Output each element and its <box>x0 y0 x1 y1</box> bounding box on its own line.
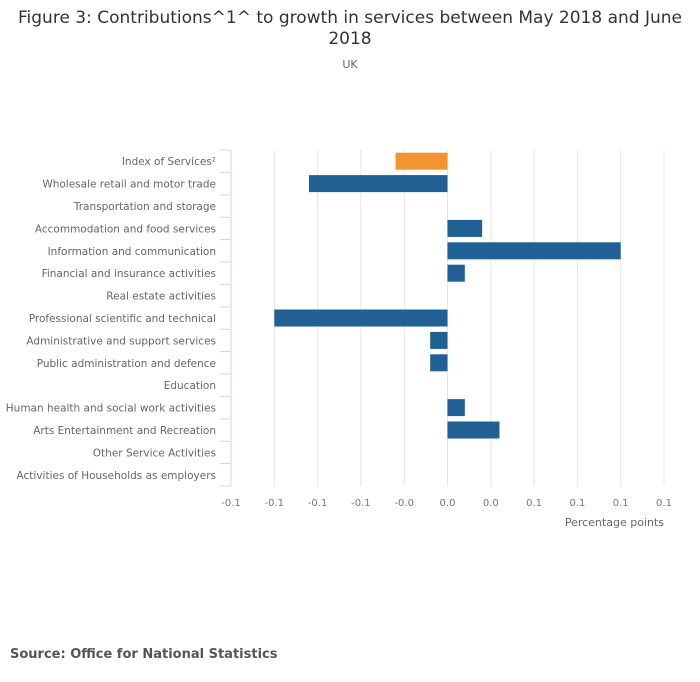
category-label: Accommodation and food services <box>35 223 216 235</box>
x-tick-label: 0.1 <box>613 498 629 509</box>
x-tick-label: -0.1 <box>351 498 371 509</box>
bar <box>274 309 448 327</box>
chart-title: Figure 3: Contributions^1^ to growth in … <box>18 8 682 49</box>
category-label: Professional scientific and technical <box>29 313 216 325</box>
category-label: Public administration and defence <box>37 358 216 370</box>
chart-subtitle: UK <box>342 58 358 71</box>
source-note: Source: Office for National Statistics <box>10 647 278 662</box>
category-label: Activities of Households as employers <box>17 470 216 482</box>
x-tick-label: 0.1 <box>656 498 672 509</box>
x-tick-label: 0.1 <box>569 498 585 509</box>
x-tick-label: 0.1 <box>526 498 542 509</box>
bar <box>447 242 621 260</box>
category-label: Information and communication <box>48 246 216 258</box>
category-label: Education <box>164 380 216 392</box>
category-label: Arts Entertainment and Recreation <box>33 425 216 437</box>
bar <box>308 175 448 193</box>
bar <box>447 421 500 439</box>
bar <box>447 264 465 282</box>
x-tick-label: -0.1 <box>265 498 285 509</box>
category-label: Financial and insurance activities <box>42 268 216 280</box>
x-tick-label: 0.0 <box>483 498 499 509</box>
x-tick-label: -0.0 <box>394 498 414 509</box>
x-axis-label: Percentage points <box>565 516 664 529</box>
bar <box>430 354 448 372</box>
bar <box>430 331 448 349</box>
x-tick-label: -0.1 <box>221 498 241 509</box>
category-label: Administrative and support services <box>26 335 216 347</box>
category-label: Index of Services² <box>122 156 216 168</box>
x-tick-label: 0.0 <box>440 498 456 509</box>
category-label: Transportation and storage <box>73 201 216 213</box>
category-label: Other Service Activities <box>93 447 216 459</box>
bar <box>447 399 465 417</box>
bar <box>395 152 448 170</box>
bar <box>447 219 483 237</box>
category-label: Wholesale retail and motor trade <box>42 179 216 191</box>
category-label: Human health and social work activities <box>6 403 216 415</box>
category-label: Real estate activities <box>106 291 216 303</box>
x-tick-label: -0.1 <box>308 498 328 509</box>
